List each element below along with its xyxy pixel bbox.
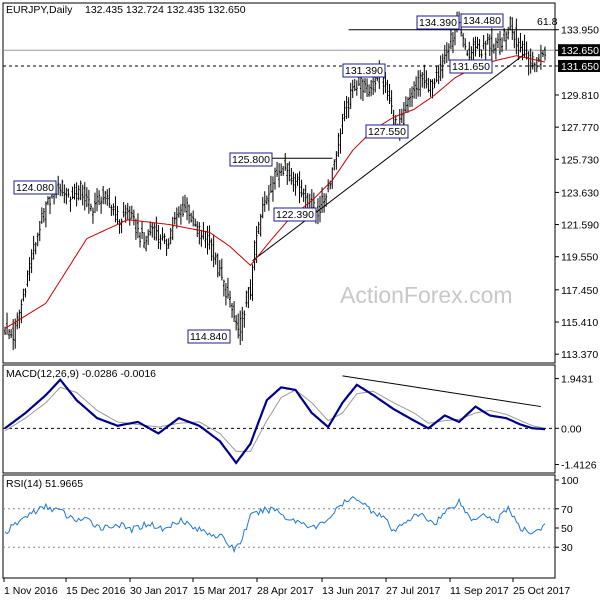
price-y-tick-label: 113.370 [561, 349, 598, 361]
price-annotation-label: 131.650 [452, 61, 490, 73]
price-annotation-box [365, 124, 409, 139]
price-annotation-label: 114.840 [190, 331, 227, 343]
price-y-tick-label: 132.650 [561, 45, 599, 57]
price-y-tick-label: 115.410 [561, 317, 598, 329]
price-y-tick-label: 131.650 [561, 61, 599, 73]
price-y-tick-label: 129.810 [561, 90, 599, 102]
price-y-tick-label: 119.550 [561, 252, 598, 264]
x-axis-label: 25 Oct 2017 [513, 585, 570, 597]
price-y-tick-label: 123.630 [561, 187, 599, 199]
rsi-line [4, 496, 546, 554]
macd-panel-frame [2, 364, 556, 474]
rsi-y-tick-label: 50 [561, 523, 573, 535]
price-annotation-box [229, 152, 273, 167]
macd-layer: MACD(12,26,9) -0.0286 -0.0016 1.9431 0.00 -… [3, 368, 597, 471]
price-annotation-box [273, 207, 317, 222]
x-axis-label: 15 Dec 2016 [66, 585, 126, 597]
x-axis-label: 1 Nov 2016 [4, 585, 58, 597]
price-annotation-label: 127.550 [368, 126, 406, 138]
x-axis-label: 13 Jun 2017 [322, 585, 380, 597]
price-annotation-box [460, 13, 504, 28]
price-y-tick-label: 127.770 [561, 122, 599, 134]
price-annotation-label: 134.390 [419, 17, 457, 29]
rsi-panel-frame [2, 474, 556, 579]
rsi-y-tick-label: 70 [561, 504, 573, 516]
x-axis-label: 28 Apr 2017 [257, 585, 314, 597]
watermark: ActionForex.com [340, 282, 513, 308]
price-annotation-box [13, 180, 57, 195]
price-annotation-box [187, 329, 231, 344]
price-y-tick-label: 133.950 [561, 25, 599, 37]
price-panel-frame [2, 2, 556, 364]
macd-divergence-line [342, 375, 541, 408]
rsi-layer: RSI(14) 51.9665 100 70 50 30 [3, 475, 579, 554]
symbol-label: EURJPY,Daily [6, 4, 73, 16]
x-axis-label: 15 Mar 2017 [193, 585, 252, 597]
trendline [252, 53, 525, 262]
price-tick-highlight [558, 59, 600, 72]
rsi-title: RSI(14) 51.9665 [6, 478, 83, 490]
x-axis: 1 Nov 2016 15 Dec 2016 30 Jan 2017 15 Mar 2… [3, 578, 570, 597]
rsi-y-tick-label: 100 [561, 475, 579, 487]
price-y-tick-label: 121.590 [561, 220, 599, 232]
price-annotation-label: 122.390 [276, 209, 314, 221]
price-layer: 113.370 115.410 117.450 119.550 121.590 123.6… [3, 11, 600, 361]
macd-main-line [4, 378, 546, 465]
price-y-tick-label: 125.730 [561, 154, 599, 166]
x-axis-label: 30 Jan 2017 [130, 585, 188, 597]
price-y-tick-label: 117.450 [561, 285, 598, 297]
price-annotation-label: 134.480 [463, 15, 501, 27]
moving-average-line [4, 55, 546, 329]
macd-y-tick-label: -1.4126 [561, 459, 597, 471]
macd-y-tick-label: 1.9431 [561, 374, 593, 386]
price-annotation-box [342, 63, 386, 78]
x-axis-label: 27 Jul 2017 [386, 585, 440, 597]
macd-y-tick-label: 0.00 [561, 423, 582, 435]
x-axis-label: 11 Sep 2017 [450, 585, 509, 597]
price-annotation-label: 125.800 [232, 154, 270, 166]
price-annotation-label: 131.390 [345, 65, 383, 77]
price-tick-highlight [558, 44, 600, 57]
fib-label: 61.8 [537, 16, 558, 28]
macd-title: MACD(12,26,9) -0.0286 -0.0016 [6, 368, 156, 380]
rsi-y-tick-label: 30 [561, 542, 573, 554]
ohlc-label: 132.435 132.724 132.435 132.650 [85, 4, 246, 16]
price-annotation-box [416, 15, 460, 30]
price-annotation-label: 124.080 [16, 182, 54, 194]
price-annotation-box [449, 59, 493, 74]
